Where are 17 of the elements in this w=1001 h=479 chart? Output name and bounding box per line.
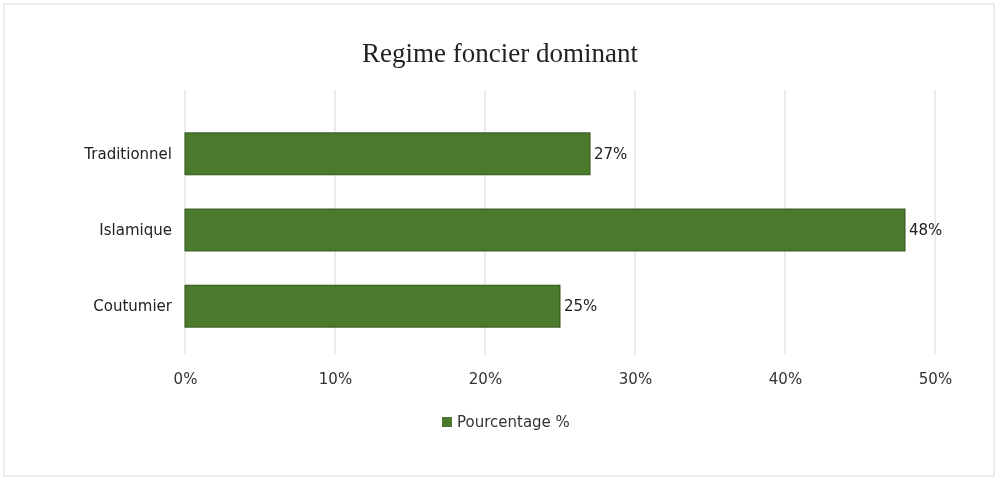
y-tick-label: Traditionnel: [83, 144, 172, 163]
x-tick-label: 40%: [768, 369, 803, 388]
x-tick-label: 10%: [318, 369, 353, 388]
y-tick-label: Islamique: [99, 220, 172, 239]
x-tick-label: 20%: [468, 369, 503, 388]
x-tick-label: 0%: [173, 369, 198, 388]
x-tick-label: 50%: [918, 369, 953, 388]
x-tick-label: 30%: [618, 369, 653, 388]
data-label: 27%: [594, 144, 628, 163]
bar: [184, 132, 591, 176]
chart-title: Regime foncier dominant: [362, 38, 639, 68]
legend-label: Pourcentage %: [457, 413, 570, 431]
bar: [184, 208, 906, 252]
data-label: 48%: [909, 221, 943, 239]
data-label: 25%: [564, 297, 598, 316]
y-tick-label: Coutumier: [93, 296, 173, 315]
bar: [184, 284, 561, 328]
